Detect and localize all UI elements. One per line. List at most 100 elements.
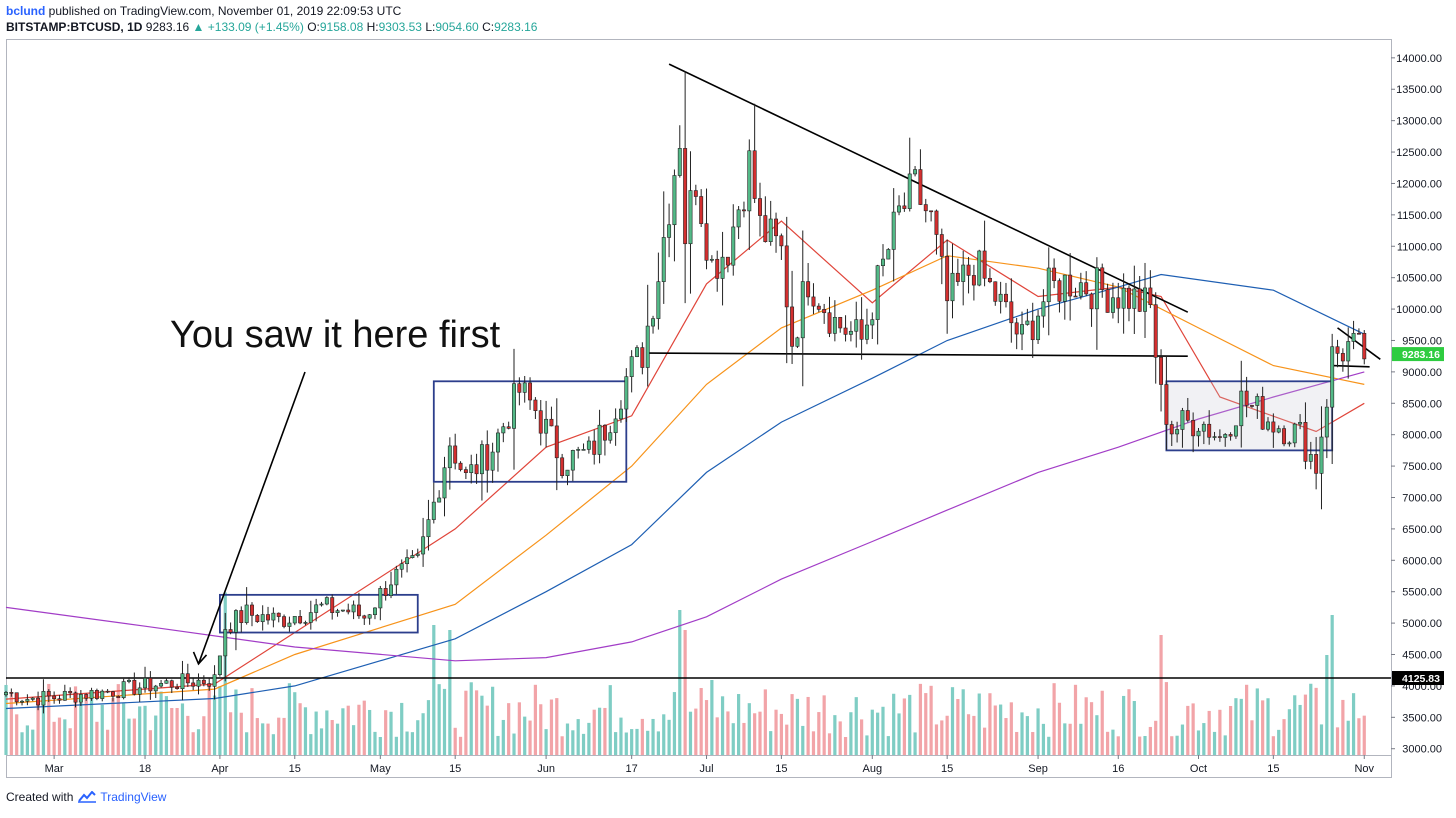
candle-down <box>945 256 950 302</box>
volume-bar <box>20 732 24 755</box>
candle-down <box>533 399 538 412</box>
candle-down <box>838 317 843 329</box>
volume-bar <box>79 702 83 755</box>
candle-up <box>747 150 752 212</box>
candle-down <box>1164 384 1169 425</box>
candle-up <box>287 622 292 627</box>
candle-up <box>1298 422 1303 425</box>
candle-down <box>971 275 976 286</box>
price-tick-label: 7500.00 <box>1402 461 1442 473</box>
candle-up <box>490 451 495 471</box>
volume-bar <box>929 685 933 755</box>
volume-bar <box>57 717 62 755</box>
candle-down <box>966 264 971 276</box>
candle-up <box>373 607 377 616</box>
candle-down <box>1356 332 1361 335</box>
annotation-arrow-shaft <box>197 371 306 665</box>
candle-up <box>1175 429 1180 435</box>
volume-bar <box>154 715 158 755</box>
volume-bar <box>159 691 163 755</box>
volume-bar <box>36 697 40 755</box>
tradingview-brand[interactable]: TradingView <box>77 789 166 805</box>
candle-up <box>447 445 452 469</box>
candle-down <box>36 697 41 706</box>
candle-down <box>110 691 115 697</box>
time-tick-label: 15 <box>449 763 461 775</box>
volume-bar <box>378 736 382 755</box>
volume-bar <box>507 703 511 755</box>
volume-bar <box>945 715 949 755</box>
volume-bar <box>630 729 634 755</box>
volume-bar <box>544 729 548 755</box>
volume-bar <box>325 710 329 755</box>
candle-down <box>715 258 720 279</box>
candle-up <box>479 444 484 475</box>
volume-bar <box>175 708 179 755</box>
candle-down <box>827 312 832 334</box>
candle-up <box>688 190 693 245</box>
candle-down <box>169 680 174 688</box>
candle-up <box>41 691 46 706</box>
candle-up <box>1292 423 1297 444</box>
volume-bar <box>956 699 960 755</box>
candle-down <box>1068 274 1073 297</box>
candle-down <box>68 691 73 694</box>
candle-down <box>57 698 62 701</box>
volume-bar <box>89 698 94 755</box>
volume-bar <box>843 736 848 755</box>
volume-bars <box>4 592 1366 755</box>
volume-bar <box>373 731 377 755</box>
candle-up <box>870 319 875 326</box>
candle-down <box>239 610 244 623</box>
volume-bar <box>1287 709 1292 755</box>
volume-bar <box>1180 724 1185 755</box>
candle-up <box>950 272 955 302</box>
candle-up <box>913 169 918 175</box>
candle-up <box>271 612 276 621</box>
volume-bar <box>132 718 136 755</box>
author-link[interactable]: bclund <box>6 4 46 18</box>
price-tick-label: 9000.00 <box>1402 367 1442 379</box>
candle-down <box>1004 293 1008 303</box>
volume-bar <box>1057 702 1062 755</box>
candle-down <box>816 305 821 310</box>
volume-bar <box>25 725 29 755</box>
volume-bar <box>785 724 789 755</box>
symbol-label[interactable]: BITSTAMP:BTCUSD, 1D <box>6 20 143 34</box>
volume-bar <box>1303 694 1308 755</box>
volume-bar <box>346 705 350 755</box>
candle-up <box>244 604 249 623</box>
candle-down <box>282 616 287 627</box>
volume-bar <box>1084 697 1088 755</box>
candle-up <box>720 256 725 279</box>
candle-up <box>576 449 581 451</box>
candle-up <box>501 426 506 434</box>
volume-bar <box>298 703 302 755</box>
candle-up <box>394 568 399 586</box>
volume-bar <box>560 736 564 755</box>
volume-bar <box>116 684 120 755</box>
candle-down <box>1250 405 1254 407</box>
candle-up <box>196 679 201 687</box>
candle-up <box>800 281 805 339</box>
volume-bar <box>1031 732 1035 755</box>
volume-bar <box>603 707 607 755</box>
candle-down <box>806 281 811 298</box>
candle-down <box>640 347 645 368</box>
candle-up <box>223 629 228 657</box>
volume-bar <box>474 690 479 755</box>
volume-bar <box>394 736 398 755</box>
volume-bar <box>389 711 393 755</box>
volume-bar <box>314 711 318 755</box>
candle-up <box>998 293 1003 302</box>
candle-up <box>886 249 891 260</box>
moving-average-line-4 <box>5 371 1365 662</box>
candle-up <box>677 148 682 176</box>
candle-up <box>608 432 613 441</box>
volume-bar <box>678 610 682 755</box>
volume-bar <box>827 733 832 755</box>
candle-down <box>1207 423 1212 438</box>
volume-bar <box>565 723 570 755</box>
